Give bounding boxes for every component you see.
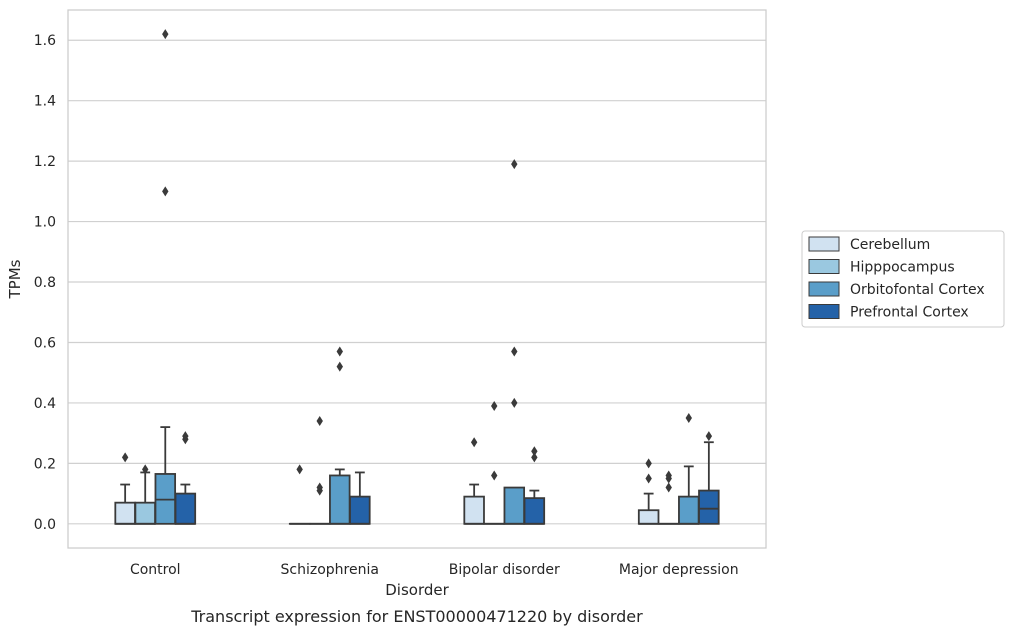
- grid-lines: [68, 39, 766, 525]
- x-axis-label: Disorder: [385, 581, 449, 599]
- box-prefrontal-cortex: [174, 431, 197, 525]
- outlier-marker: [531, 446, 538, 457]
- box-orbitofontal-cortex: [154, 29, 177, 525]
- box-orbitofontal-cortex: [503, 159, 526, 525]
- outlier-marker: [121, 452, 129, 463]
- chart-caption: Transcript expression for ENST0000047122…: [190, 607, 643, 626]
- outlier-marker: [470, 437, 478, 448]
- x-tick-label: Bipolar disorder: [449, 562, 560, 578]
- outlier-marker: [511, 159, 518, 170]
- outlier-marker: [645, 458, 652, 469]
- box: [523, 497, 546, 525]
- y-axis-label: TPMs: [6, 259, 24, 299]
- legend: Cerebellum Hipppocampus Orbitofontal Corte…: [801, 230, 1005, 328]
- box-cerebellum: [637, 458, 660, 525]
- outlier-marker: [511, 346, 518, 357]
- y-tick-label: 1.2: [34, 154, 56, 170]
- y-tick-label: 0.6: [34, 335, 56, 351]
- outlier-marker: [336, 361, 343, 372]
- box: [503, 486, 526, 525]
- outlier-marker: [296, 464, 303, 475]
- legend-swatch: [808, 281, 840, 297]
- outlier-marker: [491, 470, 498, 481]
- legend-label: Prefrontal Cortex: [850, 305, 969, 321]
- box: [114, 501, 136, 525]
- outlier-marker: [685, 413, 692, 424]
- outlier-marker: [511, 397, 518, 408]
- plot-frame: [67, 9, 767, 549]
- outlier-marker: [162, 186, 169, 197]
- box-cerebellum: [114, 452, 136, 525]
- y-tick-label: 1.4: [34, 94, 56, 110]
- box: [329, 474, 351, 525]
- box-hipppocampus: [308, 416, 331, 525]
- box-prefrontal-cortex: [523, 446, 546, 525]
- legend-label: Orbitofontal Cortex: [850, 282, 985, 298]
- outlier-marker: [665, 470, 672, 481]
- outlier-marker: [316, 416, 323, 427]
- box-prefrontal-cortex: [698, 431, 720, 525]
- legend-swatch: [808, 304, 840, 319]
- box: [174, 492, 197, 525]
- box-groups: [114, 29, 720, 525]
- legend-label: Hipppocampus: [850, 260, 955, 276]
- y-tick-label: 0.4: [34, 396, 56, 412]
- legend-label: Cerebellum: [850, 237, 930, 253]
- y-tick-label: 0.0: [34, 517, 56, 533]
- box: [349, 495, 371, 525]
- x-axis-ticks: Control Schizophrenia Bipolar disorder Majo…: [130, 562, 739, 578]
- box-cerebellum: [463, 437, 485, 525]
- box: [134, 501, 156, 525]
- box: [678, 495, 700, 525]
- outlier-marker: [336, 346, 343, 357]
- outlier-marker: [182, 431, 189, 442]
- y-tick-label: 1.6: [34, 33, 56, 49]
- box: [698, 489, 720, 525]
- box: [637, 509, 660, 525]
- outlier-marker: [491, 400, 498, 411]
- outlier-marker: [142, 464, 149, 475]
- legend-swatch: [808, 236, 840, 252]
- x-tick-label: Schizophrenia: [281, 562, 379, 578]
- x-tick-label: Control: [130, 562, 181, 578]
- legend-swatch: [808, 259, 840, 274]
- outlier-marker: [316, 482, 323, 493]
- y-tick-label: 0.2: [34, 456, 56, 472]
- y-tick-label: 0.8: [34, 275, 56, 291]
- plot-background: [68, 10, 766, 548]
- box-prefrontal-cortex: [349, 471, 371, 525]
- box: [463, 495, 485, 525]
- outlier-marker: [645, 473, 652, 484]
- outlier-marker: [665, 482, 672, 493]
- outlier-marker: [162, 29, 169, 40]
- y-axis-ticks: 0.0 0.2 0.4 0.6 0.8 1.0 1.2 1.4 1.6: [34, 33, 56, 533]
- outlier-marker: [705, 431, 713, 442]
- x-tick-label: Major depression: [619, 562, 739, 578]
- outlier-marker: [531, 452, 538, 463]
- y-tick-label: 1.0: [34, 215, 56, 231]
- legend-frame: [801, 230, 1005, 328]
